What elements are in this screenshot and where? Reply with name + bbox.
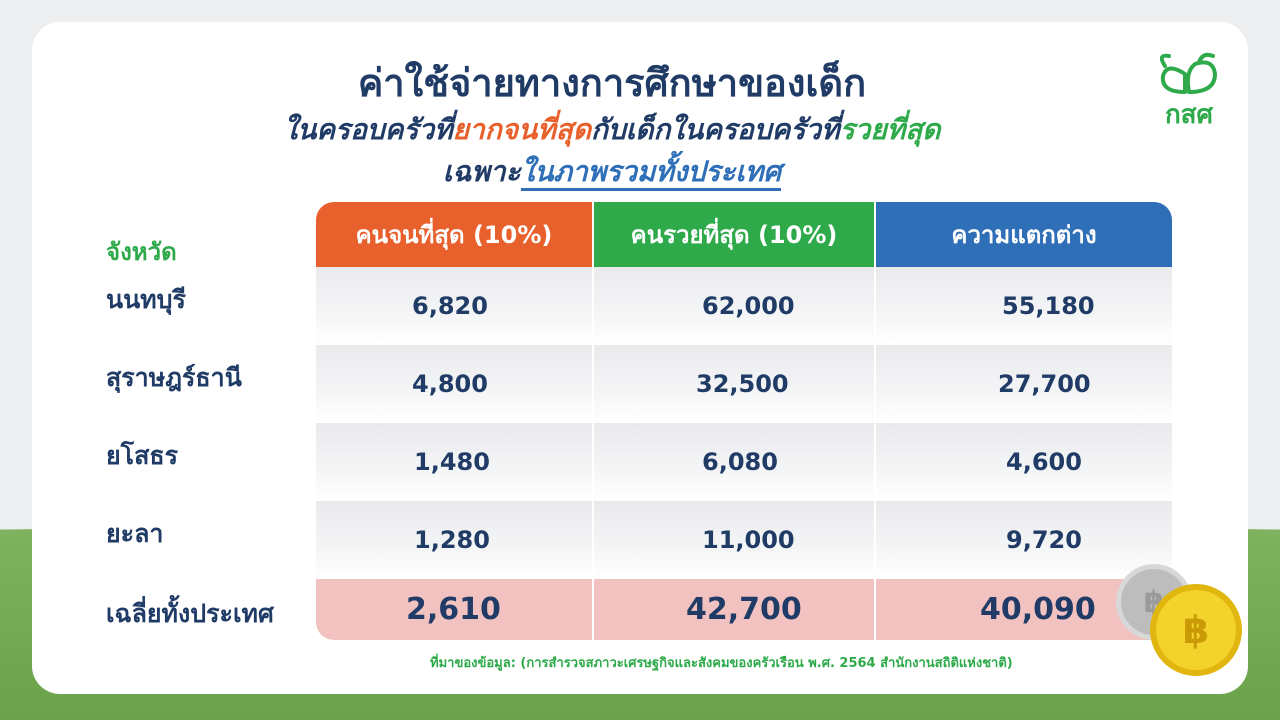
subtitle-text: ในครอบครัวที่ xyxy=(283,113,453,146)
cell-richest: 32,500 xyxy=(696,370,789,398)
table-row-total: 2,610 42,700 40,090 xyxy=(316,579,1172,640)
logo-text: กสศ xyxy=(1164,100,1214,130)
cell-richest: 11,000 xyxy=(702,526,795,554)
cell-poorest: 1,480 xyxy=(414,448,490,476)
infographic-card: ค่าใช้จ่ายทางการศึกษาของเด็ก ในครอบครัวท… xyxy=(32,22,1248,694)
subtitle2-highlight: ในภาพรวมทั้งประเทศ xyxy=(520,155,782,191)
cell-poorest: 4,800 xyxy=(412,370,488,398)
province-column-label: จังหวัด xyxy=(106,238,177,266)
column-header-richest: คนรวยที่สุด (10%) xyxy=(594,202,874,267)
column-header-difference: ความแตกต่าง xyxy=(876,202,1172,267)
column-header-poorest: คนจนที่สุด (10%) xyxy=(316,202,592,267)
subtitle-poorest: ยากจนที่สุด xyxy=(452,113,591,146)
province-name: ยะลา xyxy=(106,519,164,548)
table-row: 1,280 11,000 9,720 xyxy=(316,501,1172,579)
cell-poorest-total: 2,610 xyxy=(406,592,501,627)
page-subtitle: ในครอบครัวที่ยากจนที่สุดกับเด็กในครอบครั… xyxy=(32,108,1192,152)
leaf-sprout-icon xyxy=(1159,52,1217,94)
source-note: ที่มาของข้อมูล: (การสำรวจสภาวะเศรษฐกิจแล… xyxy=(430,656,1013,671)
data-table: คนจนที่สุด (10%) คนรวยที่สุด (10%) ความแ… xyxy=(316,202,1172,640)
table-row: 6,820 62,000 55,180 xyxy=(316,267,1172,345)
cell-difference-total: 40,090 xyxy=(980,592,1096,627)
province-name: นนทบุรี xyxy=(106,285,186,314)
cell-difference: 27,700 xyxy=(998,370,1091,398)
baht-coin-icon: ฿ xyxy=(1150,584,1242,676)
cell-difference: 9,720 xyxy=(1006,526,1082,554)
cell-richest: 6,080 xyxy=(702,448,778,476)
cell-richest: 62,000 xyxy=(702,292,795,320)
logo: กสศ xyxy=(1150,52,1228,135)
subtitle-richest: รวยที่สุด xyxy=(839,113,941,146)
column-divider xyxy=(874,267,876,640)
column-divider xyxy=(592,267,594,640)
page-title: ค่าใช้จ่ายทางการศึกษาของเด็ก xyxy=(357,61,867,105)
cell-richest-total: 42,700 xyxy=(686,592,802,627)
cell-poorest: 6,820 xyxy=(412,292,488,320)
cell-difference: 55,180 xyxy=(1002,292,1095,320)
table-row: 4,800 32,500 27,700 xyxy=(316,345,1172,423)
cell-difference: 4,600 xyxy=(1006,448,1082,476)
province-name: สุราษฎร์ธานี xyxy=(106,363,242,392)
page-subtitle-2: เฉพาะในภาพรวมทั้งประเทศ xyxy=(32,150,1192,194)
province-name: ยโสธร xyxy=(106,441,179,470)
subtitle2-text: เฉพาะ xyxy=(442,155,521,188)
national-average-label: เฉลี่ยทั้งประเทศ xyxy=(106,599,274,628)
table-row: 1,480 6,080 4,600 xyxy=(316,423,1172,501)
subtitle-text-2: กับเด็กในครอบครัวที่ xyxy=(591,113,840,146)
cell-poorest: 1,280 xyxy=(414,526,490,554)
